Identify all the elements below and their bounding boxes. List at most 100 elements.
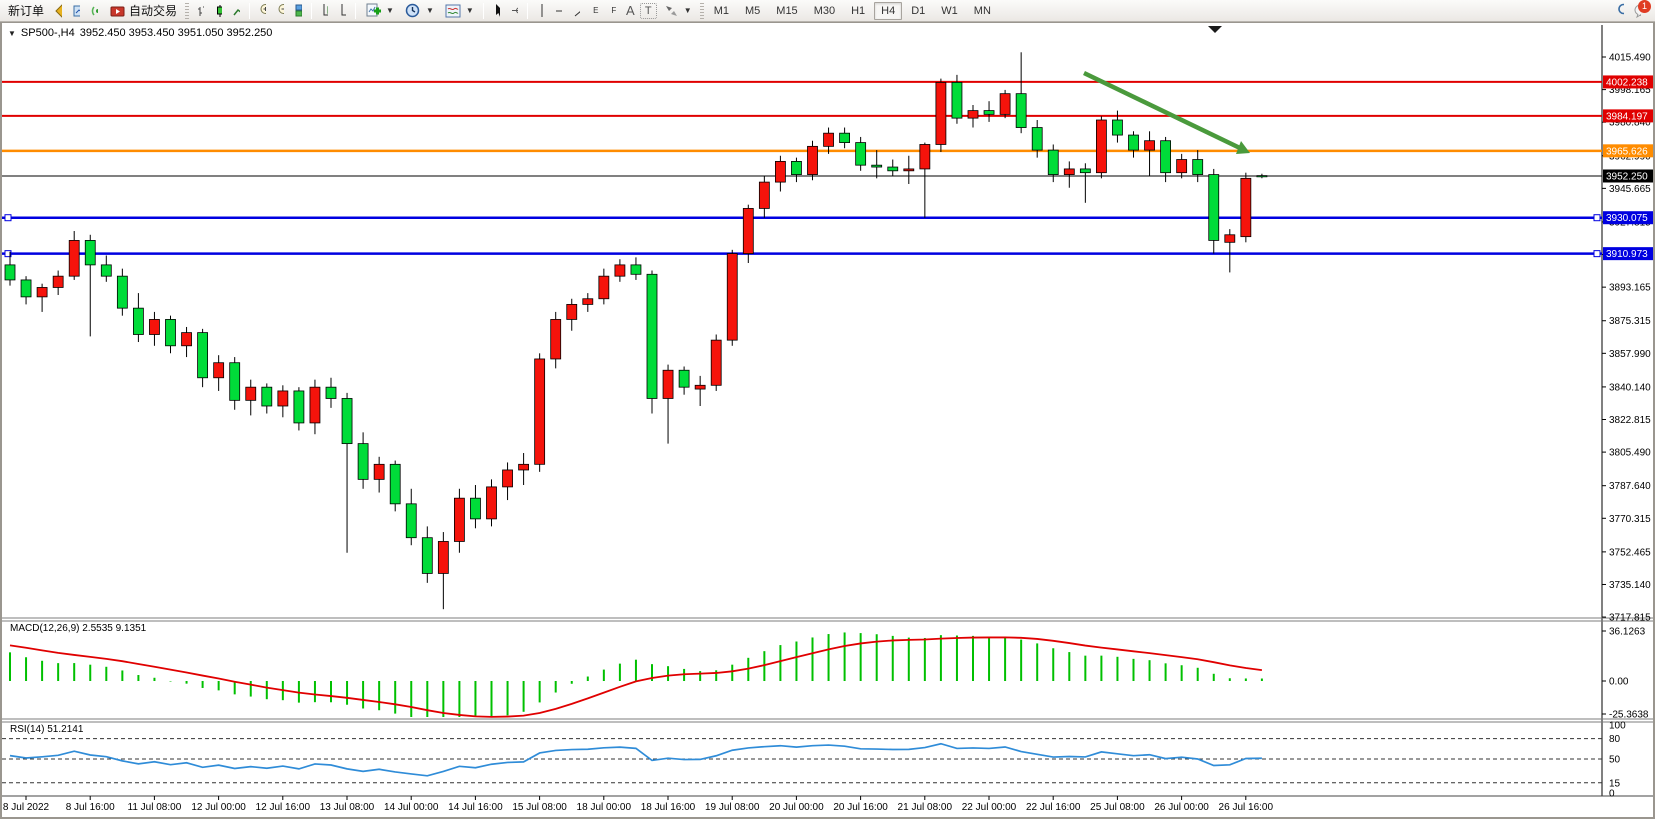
chart-title: ▼ SP500-,H4 3952.450 3953.450 3951.050 3… [8,27,272,39]
candle-body [935,81,947,145]
price-tick-label: 3857.990 [1609,349,1651,360]
price-tag [1603,75,1653,89]
rsi-axis-label: 100 [1609,721,1626,732]
text-tool-icon[interactable]: A [625,3,635,18]
candle-body [213,362,225,379]
rsi-line [9,742,1262,777]
candle-body [1112,119,1123,136]
candle-body [68,240,80,277]
candle-body [791,161,802,175]
trendline-tool-icon[interactable] [568,3,585,19]
hline-handle[interactable] [1593,214,1601,222]
candle-body [470,497,481,520]
candle-body [1160,140,1171,174]
zoom-in-icon[interactable] [254,3,271,19]
price-tick-label: 3998.165 [1609,85,1651,96]
trend-arrow[interactable] [1083,70,1243,152]
indicators-button[interactable]: ▼ [360,1,399,21]
hline-handle[interactable] [1593,250,1601,258]
price-tag [1603,169,1653,183]
zoom-out-icon[interactable] [272,3,289,19]
candle-body [887,166,899,172]
candle-body [1063,168,1075,175]
timeframe-m30[interactable]: M30 [813,4,836,17]
equidistant-channel-tool-icon[interactable]: E [586,3,603,19]
cursor-tool-icon[interactable] [488,3,505,19]
price-tick-label: 3805.490 [1609,448,1651,459]
periods-caret: ▼ [425,6,434,15]
one-click-trading-toggle[interactable]: ▼ [8,28,16,38]
charts-window-icon[interactable] [68,3,85,19]
signal-icon[interactable] [86,3,103,19]
text-label-tool-icon[interactable]: T [639,2,657,19]
candle-body [84,240,96,266]
tile-windows-icon[interactable] [290,3,307,19]
timeframe-mn[interactable]: MN [973,4,991,17]
timeframe-h4[interactable]: H4 [874,1,903,20]
timeframe-d1[interactable]: D1 [911,4,926,17]
time-axis-label: 13 Jul 08:00 [320,802,375,813]
candle-body [245,386,257,401]
candle-body [518,463,529,471]
timeframe-m5[interactable]: M5 [745,4,761,17]
candle-body [710,339,722,386]
crosshair-tool-icon[interactable] [506,3,523,19]
price-tag-label: 3910.973 [1606,249,1648,260]
price-tick-label: 3717.815 [1609,613,1651,624]
templates-button[interactable]: ▼ [440,1,479,21]
price-tag [1603,109,1653,123]
autotrading-button[interactable]: 自动交易 [104,1,182,21]
time-axis-label: 18 Jul 16:00 [641,802,696,813]
chart-shift-icon[interactable] [334,3,351,19]
chart-symbol-period: SP500-,H4 [20,27,75,39]
candle-body [453,497,465,542]
time-axis-label: 11 Jul 08:00 [128,802,182,813]
templates-icon [445,3,462,19]
fibonacci-tool-icon[interactable]: F [604,3,621,19]
timeframe-w1[interactable]: W1 [941,4,958,17]
timeframe-m1[interactable]: M1 [713,4,729,17]
price-tick-label: 3945.665 [1609,184,1651,195]
price-tick-label: 3893.165 [1609,283,1651,294]
shift-marker[interactable] [1208,26,1222,33]
hline-handle[interactable] [4,250,12,258]
candle-body [758,181,770,209]
candle-body [662,369,674,399]
time-axis-label: 12 Jul 16:00 [256,802,311,813]
horizontal-line-tool-icon[interactable] [550,3,567,19]
new-order-button[interactable]: 新订单 [8,4,45,18]
candle-body [855,142,867,166]
candle-body [903,168,915,172]
chat-icon[interactable]: 1 [1629,0,1651,19]
market-watch-icon[interactable] [50,3,67,19]
periods-button[interactable]: ▼ [400,1,439,21]
candle-body [1031,127,1043,151]
chart-window[interactable]: 4015.4903998.1653980.8403962.9903945.665… [0,22,1655,819]
line-chart-type-icon[interactable] [228,3,245,19]
timeframe-h1[interactable]: H1 [851,4,866,17]
candle-body [132,307,144,335]
macd-indicator-label: MACD(12,26,9) 2.5535 9.1351 [10,623,147,634]
time-axis-label: 22 Jul 00:00 [962,802,1017,813]
trend-arrow-head[interactable] [1236,141,1250,154]
auto-scroll-icon[interactable] [316,3,333,19]
macd-axis-label: 36.1263 [1609,627,1646,638]
time-axis-label: 22 Jul 16:00 [1026,802,1081,813]
candle-body [1144,140,1155,151]
rsi-axis-label: 15 [1609,778,1621,789]
main-toolbar: 新订单 自动交易 [0,0,1655,22]
candlestick-type-icon[interactable] [210,3,227,19]
bar-chart-type-icon[interactable] [192,3,209,19]
price-tag-label: 4002.238 [1606,77,1648,88]
hline-handle[interactable] [4,214,12,222]
candle-body [1224,234,1236,243]
vertical-line-tool-icon[interactable] [532,3,549,19]
timeframe-m15[interactable]: M15 [776,4,798,17]
candle-body [614,264,626,277]
rsi-axis-label: 0 [1609,789,1615,800]
timeframe-bar: M1 M5 M15 M30 H1 H4 D1 W1 MN [707,1,998,20]
chart-canvas[interactable]: 4015.4903998.1653980.8403962.9903945.665… [2,23,1653,816]
search-icon[interactable] [1612,3,1629,19]
arrows-tool-button[interactable]: ▼ [658,1,697,21]
candle-body [1015,93,1027,128]
